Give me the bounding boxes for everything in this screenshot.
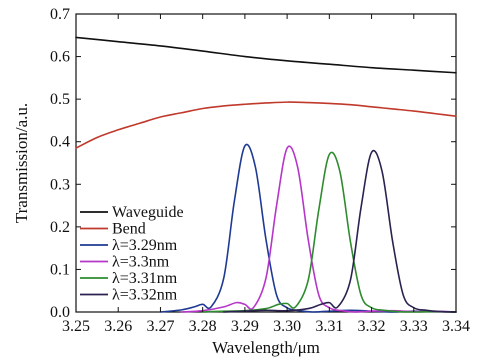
series-line-2	[159, 143, 457, 313]
series-line-5	[222, 149, 457, 313]
x-tick-label: 3.25	[62, 318, 90, 335]
y-tick-label: 0.2	[50, 219, 70, 236]
x-tick-label: 3.31	[315, 318, 343, 335]
legend-label-2: λ=3.29nm	[112, 237, 178, 254]
series-line-4	[201, 151, 457, 313]
x-tick-label: 3.32	[358, 318, 386, 335]
x-tick-label: 3.28	[189, 318, 217, 335]
y-tick-label: 0.5	[50, 91, 70, 108]
series-line-3	[180, 145, 457, 313]
series-line-1	[75, 101, 457, 149]
y-tick-label: 0.4	[50, 134, 70, 151]
legend-label-3: λ=3.3nm	[112, 254, 170, 271]
x-tick-label: 3.34	[442, 318, 470, 335]
legend-label-5: λ=3.32nm	[112, 287, 178, 304]
x-axis-label: Wavelength/μm	[212, 338, 320, 357]
series-line-0	[75, 36, 457, 74]
plot-area-frame	[75, 13, 457, 313]
x-tick-label: 3.29	[231, 318, 259, 335]
y-tick-label: 0.0	[50, 304, 70, 321]
y-axis-label: Transmission/a.u.	[12, 103, 31, 223]
legend-label-0: Waveguide	[112, 204, 184, 221]
x-tick-label: 3.30	[273, 318, 301, 335]
x-tick-label: 3.26	[104, 318, 132, 335]
legend-label-4: λ=3.31nm	[112, 270, 178, 287]
x-tick-label: 3.27	[146, 318, 174, 335]
y-tick-label: 0.7	[50, 6, 70, 23]
y-tick-label: 0.6	[50, 49, 70, 66]
legend-label-1: Bend	[112, 221, 146, 238]
y-tick-label: 0.1	[50, 261, 70, 278]
y-tick-label: 0.3	[50, 176, 70, 193]
x-tick-label: 3.33	[400, 318, 428, 335]
